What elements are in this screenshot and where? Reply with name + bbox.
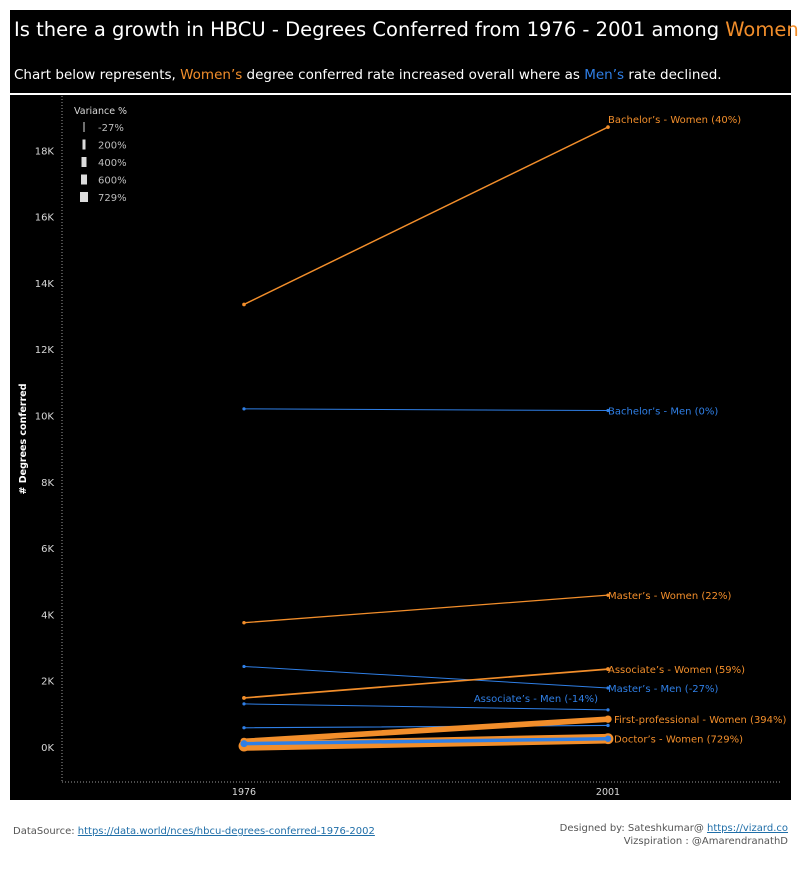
- series-line: [243, 703, 609, 711]
- legend-swatch: [81, 174, 87, 185]
- subtitle-text-1: Chart below represents,: [14, 67, 181, 83]
- header-divider: [10, 93, 791, 95]
- y-tick-label: 8K: [41, 478, 54, 489]
- designer-credit: Designed by: Sateshkumar@ https://vizard…: [560, 822, 788, 835]
- series-point: [606, 708, 610, 712]
- legend-swatch: [81, 157, 87, 167]
- series-point-overlay: [604, 735, 612, 742]
- legend-item-label: -27%: [98, 123, 124, 134]
- series-label: Master’s - Men (-27%): [608, 684, 719, 695]
- series-5: [242, 702, 610, 712]
- subtitle-text-3: rate declined.: [624, 67, 722, 83]
- y-tick-label: 18K: [35, 146, 55, 157]
- page-subtitle: Chart below represents, Women’s degree c…: [14, 67, 722, 83]
- series-point: [242, 620, 246, 625]
- designer-label: Designed by: Sateshkumar@: [559, 823, 707, 834]
- series-6: [242, 723, 610, 730]
- series-point: [606, 667, 610, 672]
- datasource-link[interactable]: https://data.world/nces/hbcu-degrees-con…: [77, 826, 375, 837]
- series-label: Bachelor’s - Women (40%): [608, 115, 741, 126]
- series-point: [606, 686, 610, 690]
- series-point: [606, 408, 610, 413]
- series-line: [243, 126, 609, 306]
- page-title: Is there a growth in HBCU - Degrees Conf…: [14, 18, 800, 41]
- legend-item-label: 729%: [98, 193, 127, 204]
- subtitle-women: Women’s: [180, 67, 243, 83]
- series-label: Associate’s - Women (59%): [608, 665, 745, 676]
- y-tick-label: 2K: [41, 677, 54, 688]
- legend-swatch: [82, 139, 86, 150]
- series-label: First-professional - Women (394%): [614, 715, 787, 726]
- legend-item-label: 600%: [98, 176, 127, 187]
- slope-chart: 0K 2K 4K 6K 8K 10K 12K 14K 16K 18K # Degrees confe…: [18, 96, 787, 798]
- series-point: [606, 593, 610, 597]
- vizspiration-credit: Vizspiration : @AmarendranathD: [623, 836, 788, 847]
- series-1: [242, 407, 610, 413]
- series-3: [242, 667, 610, 700]
- series-point: [242, 664, 246, 669]
- series-line: [243, 665, 609, 689]
- series-line: [243, 724, 609, 729]
- credits-footer: Designed by: Sateshkumar@ https://vizard…: [560, 822, 788, 848]
- series-point: [242, 702, 246, 706]
- series-4: [242, 664, 610, 690]
- series-line: [243, 408, 609, 412]
- series-line: [241, 716, 611, 745]
- y-tick-label: 0K: [41, 743, 54, 754]
- series-point: [242, 726, 246, 730]
- legend-swatch: [83, 122, 85, 132]
- series-point: [606, 723, 610, 728]
- series-line: [243, 594, 609, 624]
- legend-title: Variance %: [74, 106, 127, 117]
- subtitle-men: Men’s: [584, 67, 625, 83]
- subtitle-text-2: degree conferred rate increased overall …: [242, 67, 585, 83]
- legend-item-label: 200%: [98, 141, 127, 152]
- series-2: [242, 593, 610, 625]
- title-text: Is there a growth in HBCU - Degrees Conf…: [14, 18, 726, 41]
- series-label: Associate’s - Men (-14%): [474, 694, 598, 705]
- series-point: [242, 696, 246, 700]
- series-label: Doctor’s - Women (729%): [614, 735, 743, 746]
- series-point: [242, 302, 246, 307]
- y-tick-label: 16K: [35, 213, 55, 224]
- x-tick-label: 2001: [596, 787, 620, 798]
- series-point: [606, 125, 610, 129]
- series-point: [604, 715, 612, 723]
- y-tick-label: 4K: [41, 610, 54, 621]
- dashboard-panel: Is there a growth in HBCU - Degrees Conf…: [10, 10, 800, 800]
- series-0: [242, 125, 610, 307]
- y-tick-label: 10K: [35, 412, 55, 423]
- legend-item-label: 400%: [98, 158, 127, 169]
- y-tick-label: 12K: [35, 345, 55, 356]
- series-line-overlay: [242, 736, 610, 746]
- series-point-overlay: [240, 740, 248, 748]
- series-label: Bachelor’s - Men (0%): [608, 407, 718, 418]
- series-line: [243, 668, 609, 699]
- y-tick-label: 6K: [41, 544, 54, 555]
- title-highlight: Women?: [725, 18, 800, 41]
- y-axis-title: # Degrees conferred: [18, 383, 29, 494]
- y-tick-label: 14K: [35, 279, 55, 290]
- series-label: Master’s - Women (22%): [608, 591, 731, 602]
- legend: Variance % -27% 200% 400% 600% 729%: [74, 106, 127, 204]
- legend-swatch: [80, 192, 88, 202]
- x-tick-label: 1976: [232, 787, 256, 798]
- datasource-footer: DataSource: https://data.world/nces/hbcu…: [13, 826, 375, 837]
- designer-link[interactable]: https://vizard.co: [707, 823, 788, 834]
- series-point: [242, 407, 246, 411]
- datasource-label: DataSource:: [13, 826, 78, 837]
